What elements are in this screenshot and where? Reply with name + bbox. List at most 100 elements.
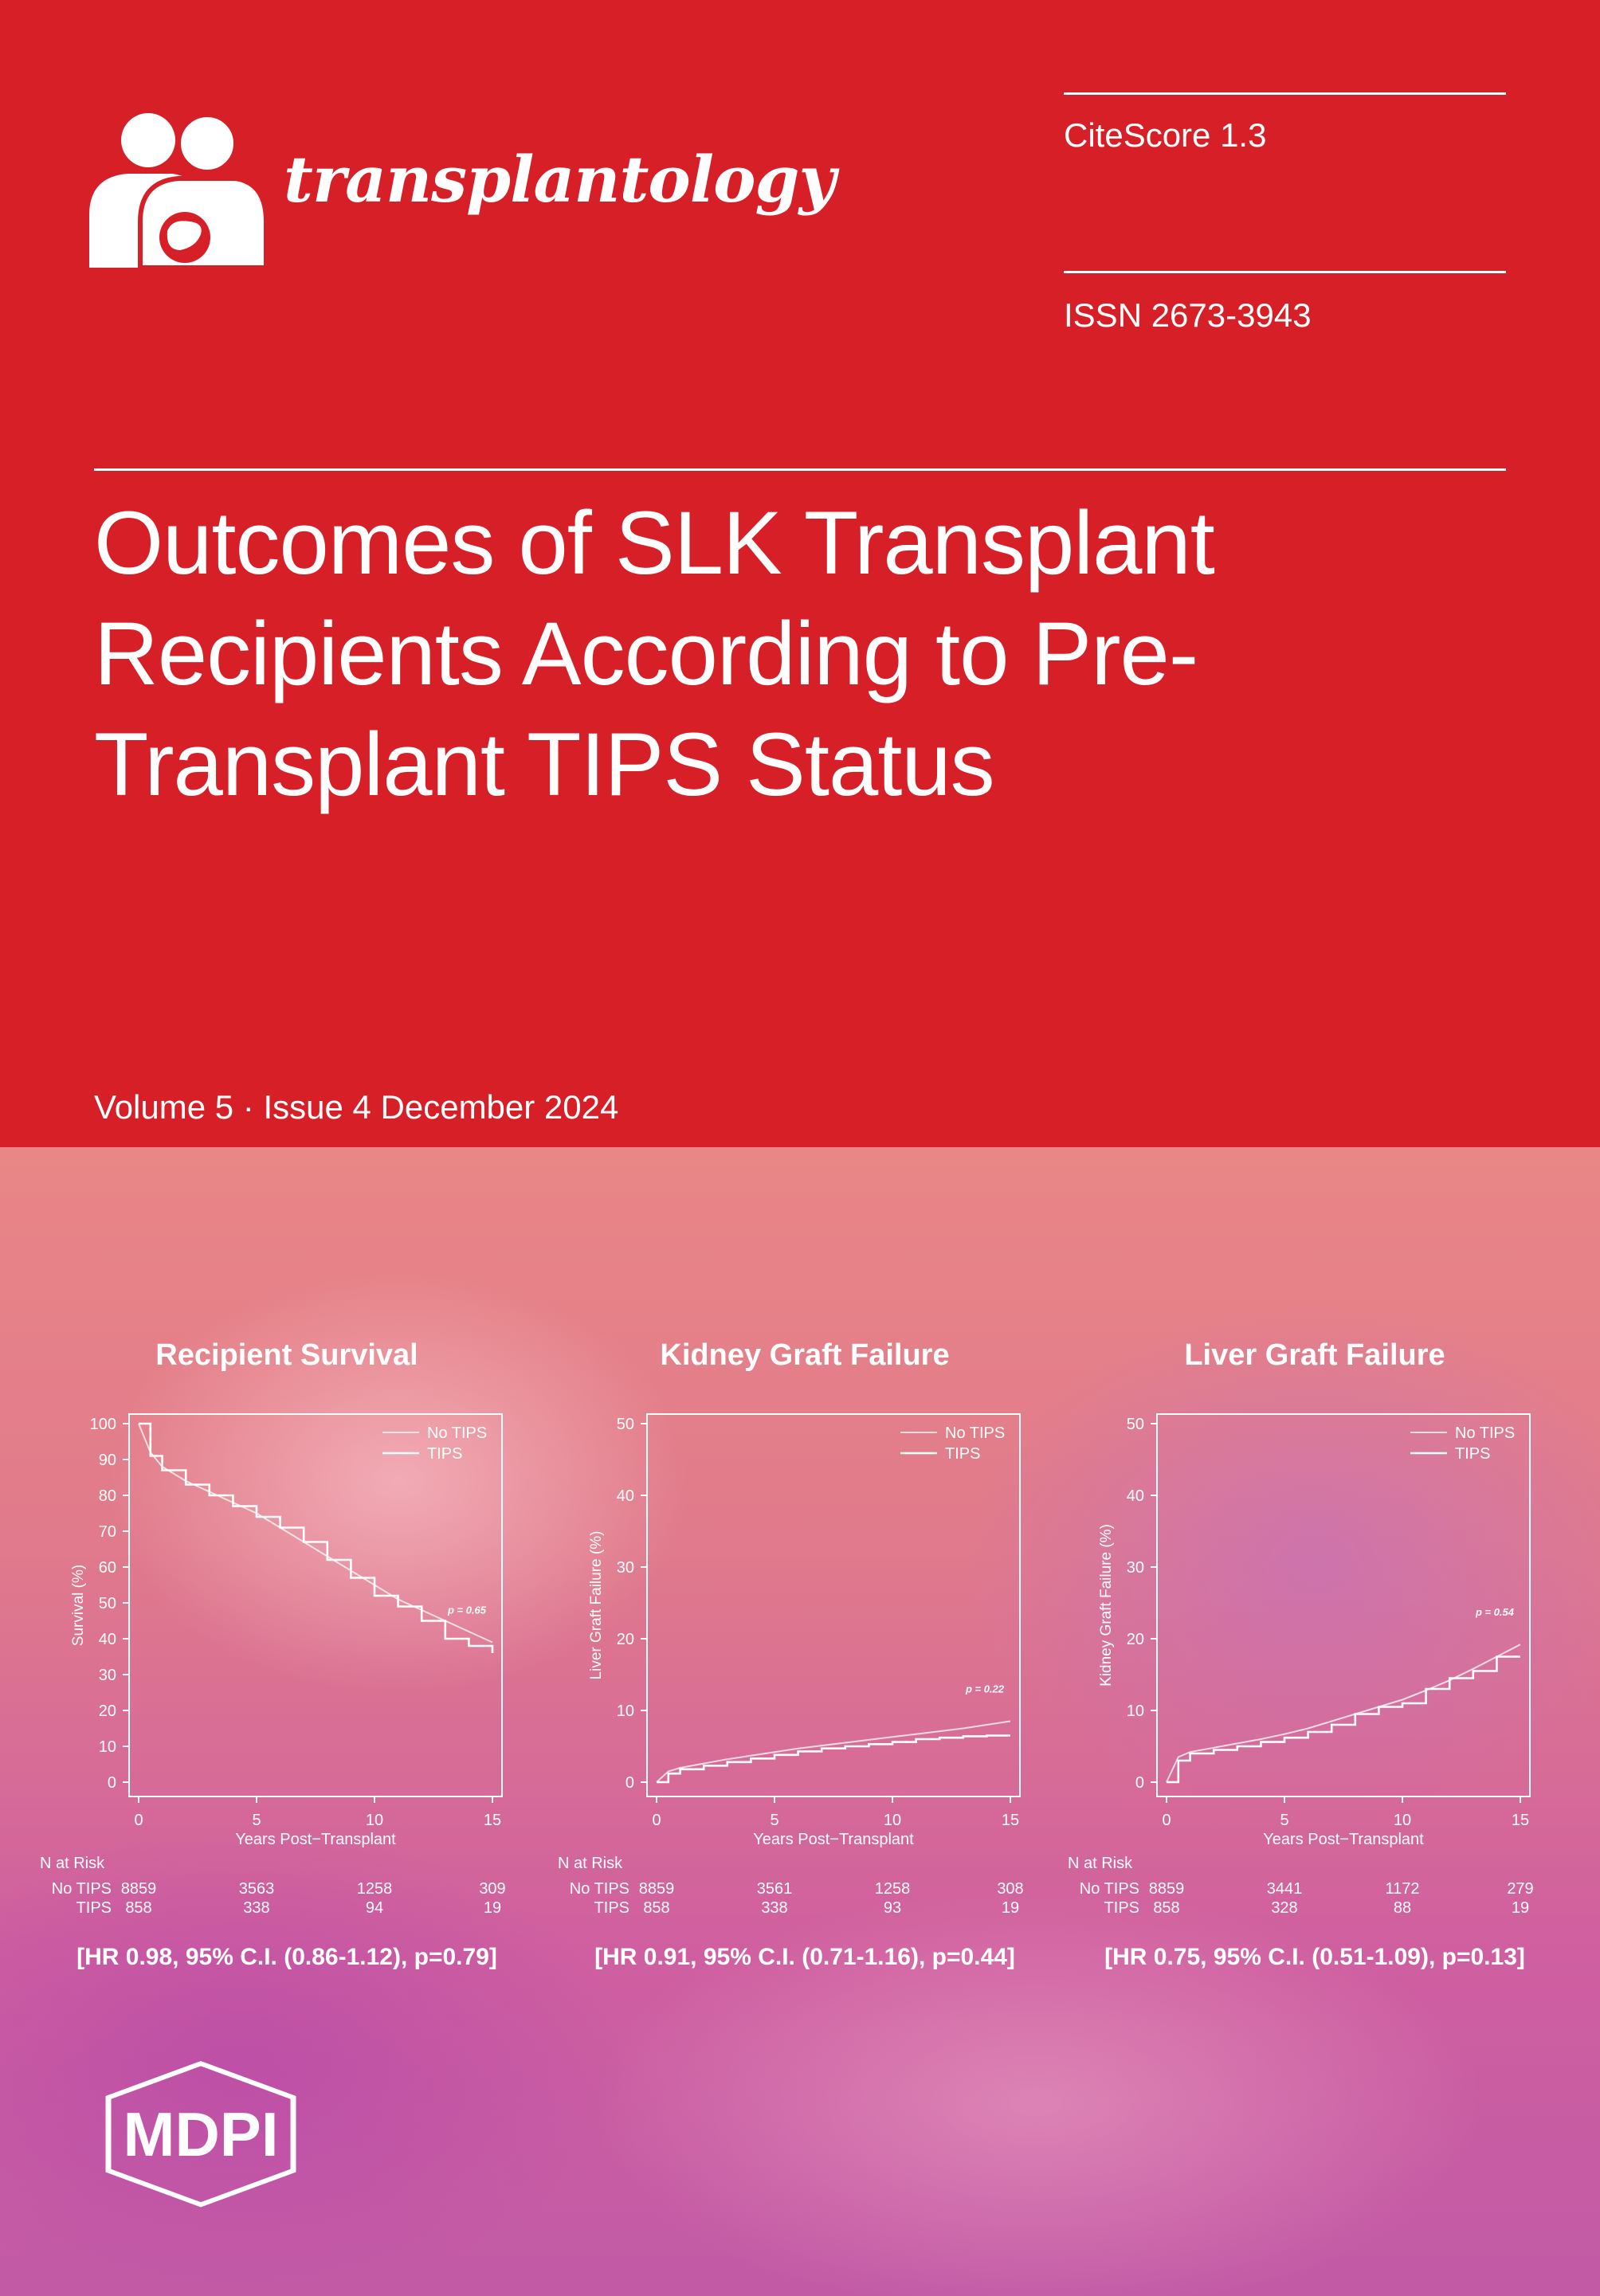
y-tick-label: 40: [617, 1487, 634, 1505]
risk-row-label: TIPS: [76, 1899, 112, 1917]
risk-value: 1172: [1385, 1880, 1419, 1898]
x-tick-label: 5: [770, 1812, 778, 1829]
risk-value: 3441: [1267, 1880, 1303, 1898]
risk-table-heading: N at Risk: [558, 1855, 623, 1872]
risk-row-label: No TIPS: [1080, 1880, 1139, 1898]
article-title: Outcomes of SLK Transplant Recipients Ac…: [94, 493, 1215, 814]
publisher-name: MDPI: [124, 2099, 279, 2169]
risk-value: 338: [761, 1899, 787, 1917]
legend-label: TIPS: [945, 1445, 980, 1463]
y-tick-label: 30: [1127, 1559, 1144, 1577]
x-tick-label: 15: [1002, 1812, 1019, 1829]
y-tick-label: 70: [99, 1523, 116, 1541]
x-axis-label: Years Post−Transplant: [1263, 1831, 1424, 1848]
series-line-tips: [1167, 1655, 1520, 1784]
y-tick-label: 80: [99, 1487, 116, 1505]
mdpi-logo-icon: MDPI: [105, 2061, 296, 2208]
plot-frame: [1156, 1413, 1531, 1797]
y-tick-label: 40: [1127, 1487, 1144, 1505]
y-tick-label: 10: [99, 1738, 116, 1756]
chart-title: Kidney Graft Failure: [660, 1338, 950, 1372]
risk-row-label: TIPS: [1104, 1899, 1139, 1917]
plot-frame: [646, 1413, 1021, 1797]
x-axis-label: Years Post−Transplant: [235, 1831, 396, 1848]
risk-value: 8859: [121, 1880, 157, 1898]
y-tick-label: 30: [617, 1559, 634, 1577]
y-tick-label: 50: [617, 1416, 634, 1433]
chart-liver-graft-failure: 0 10 20 30 40 50 0 5 10 15 Years Post−Transplant Ki…: [1068, 1413, 1534, 1917]
risk-value: 19: [1512, 1899, 1529, 1917]
risk-value: 309: [479, 1880, 505, 1898]
risk-value: 328: [1271, 1899, 1297, 1917]
risk-value: 94: [366, 1899, 383, 1917]
divider-top: [1064, 92, 1506, 95]
y-tick-label: 0: [108, 1774, 116, 1792]
cover-photo-background: Recipient Survival 0 10 20 30 40 50 60 70 80 90 10…: [0, 1147, 1600, 2296]
p-value-label: p = 0.54: [1475, 1606, 1515, 1618]
x-tick-label: 10: [366, 1812, 383, 1829]
risk-value: 93: [884, 1899, 901, 1917]
risk-row-label: TIPS: [594, 1899, 629, 1917]
y-tick-label: 90: [99, 1452, 116, 1469]
risk-value: 858: [125, 1899, 151, 1917]
y-tick-label: 100: [90, 1416, 116, 1433]
x-axis-label: Years Post−Transplant: [753, 1831, 914, 1848]
citescore: CiteScore 1.3: [1064, 116, 1267, 154]
p-value-label: p = 0.65: [447, 1604, 487, 1616]
y-tick-label: 20: [99, 1702, 116, 1720]
x-tick-label: 15: [484, 1812, 501, 1829]
chart-panel-liver-graft-failure: Liver Graft Failure 0 10 20 30 40 50 0 5 10 15 Yea…: [1052, 1147, 1578, 2087]
chart-kidney-graft-failure: 0 10 20 30 40 50 0 5 10 15 Years Post−Transplant Li…: [558, 1413, 1024, 1917]
y-tick-label: 40: [99, 1631, 116, 1648]
y-tick-label: 60: [99, 1559, 116, 1577]
issn: ISSN 2673-3943: [1064, 296, 1312, 334]
x-tick-label: 5: [252, 1812, 261, 1829]
y-axis-label: Kidney Graft Failure (%): [1098, 1524, 1115, 1687]
risk-row-label: No TIPS: [52, 1880, 112, 1898]
legend-label: No TIPS: [945, 1424, 1005, 1442]
y-tick-label: 0: [1135, 1774, 1144, 1792]
risk-value: 279: [1507, 1880, 1533, 1898]
series-line-tips: [657, 1734, 1010, 1784]
hazard-ratio-text: [HR 0.91, 95% C.I. (0.71-1.16), p=0.44]: [594, 1944, 1015, 1970]
risk-value: 19: [1002, 1899, 1019, 1917]
cover-header: transplantology CiteScore 1.3 ISSN 2673-…: [0, 0, 1600, 1147]
y-tick-label: 30: [99, 1667, 116, 1684]
transplant-people-logo-icon: [89, 112, 266, 268]
y-tick-label: 0: [625, 1774, 634, 1792]
volume-issue: Volume 5 · Issue 4 December 2024: [94, 1088, 619, 1126]
x-tick-label: 10: [884, 1812, 901, 1829]
series-line-no-tips: [1166, 1644, 1521, 1783]
series-line-no-tips: [656, 1720, 1011, 1783]
y-tick-label: 20: [1127, 1631, 1144, 1648]
legend-label: TIPS: [1455, 1445, 1490, 1463]
x-tick-label: 0: [1162, 1812, 1171, 1829]
hazard-ratio-text: [HR 0.75, 95% C.I. (0.51-1.09), p=0.13]: [1104, 1944, 1525, 1970]
risk-table-heading: N at Risk: [1068, 1855, 1133, 1872]
legend-label: TIPS: [427, 1445, 462, 1463]
journal-name: transplantology: [284, 142, 836, 217]
y-tick-label: 50: [99, 1595, 116, 1612]
x-tick-label: 0: [652, 1812, 661, 1829]
y-tick-label: 10: [617, 1702, 634, 1720]
risk-value: 858: [643, 1899, 669, 1917]
chart-recipient-survival: 0 10 20 30 40 50 60 70 80 90 100 0 5 10 15 Years Post−T…: [40, 1413, 506, 1917]
risk-value: 19: [484, 1899, 501, 1917]
legend-label: No TIPS: [1455, 1424, 1515, 1442]
y-tick-label: 50: [1127, 1416, 1144, 1433]
risk-value: 308: [997, 1880, 1023, 1898]
p-value-label: p = 0.22: [965, 1683, 1005, 1695]
chart-panel-kidney-graft-failure: Kidney Graft Failure 0 10 20 30 40 50 0 5 10 15 Ye…: [542, 1147, 1068, 2087]
hazard-ratio-text: [HR 0.98, 95% C.I. (0.86-1.12), p=0.79]: [76, 1944, 497, 1970]
risk-value: 3563: [239, 1880, 275, 1898]
y-tick-label: 10: [1127, 1702, 1144, 1720]
risk-value: 1258: [357, 1880, 393, 1898]
risk-value: 1258: [875, 1880, 911, 1898]
y-axis-label: Survival (%): [70, 1565, 87, 1646]
risk-value: 8859: [639, 1880, 675, 1898]
x-tick-label: 0: [134, 1812, 143, 1829]
chart-title: Recipient Survival: [155, 1338, 418, 1372]
risk-value: 3561: [757, 1880, 793, 1898]
legend-label: No TIPS: [427, 1424, 487, 1442]
chart-title: Liver Graft Failure: [1184, 1338, 1445, 1372]
